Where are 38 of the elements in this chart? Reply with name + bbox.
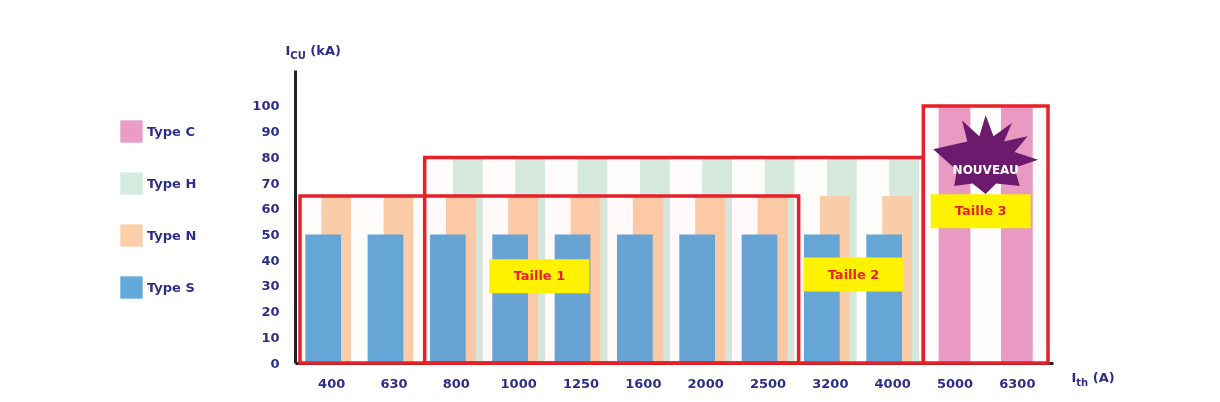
x-tick-label: 1250	[562, 375, 600, 391]
x-axis-title: I$_{th}$ (A)	[1071, 369, 1115, 388]
y-tick-label: 30	[261, 278, 280, 294]
y-tick-label: 70	[261, 175, 280, 191]
legend-label: Type H	[147, 175, 197, 191]
y-tick-label: 20	[261, 304, 280, 320]
y-tick-label: 100	[252, 98, 280, 114]
y-tick-label: 10	[261, 329, 280, 345]
legend-label: Type C	[147, 123, 195, 139]
bar	[679, 234, 716, 363]
y-tick-label: 60	[261, 201, 280, 217]
x-tick-label: 400	[318, 375, 346, 391]
y-tick-label: 90	[261, 124, 280, 140]
x-tick-label: 1600	[625, 375, 662, 391]
y-tick-label: 40	[261, 252, 280, 268]
band-label: Taille 3	[954, 203, 1007, 219]
band-label: Taille 2	[827, 266, 880, 282]
legend-label: Type S	[147, 279, 195, 295]
bar	[616, 234, 653, 363]
y-axis-title: I$_{CU}$ (kA)	[285, 42, 341, 61]
x-tick-label: 5000	[936, 375, 974, 391]
x-tick-label: 1000	[500, 375, 537, 391]
x-tick-label: 800	[442, 375, 470, 391]
x-tick-label: 6300	[999, 375, 1036, 391]
legend-label: Type N	[147, 227, 197, 243]
x-tick-label: 3200	[812, 375, 849, 391]
bar	[305, 234, 342, 363]
y-tick-label: 80	[261, 149, 280, 165]
y-tick-label: 0	[270, 355, 280, 371]
bar	[367, 234, 404, 363]
x-tick-label: 2500	[749, 375, 787, 391]
x-tick-label: 630	[380, 375, 408, 391]
bar	[741, 234, 778, 363]
x-tick-label: 4000	[874, 375, 911, 391]
x-tick-label: 2000	[687, 375, 724, 391]
band-label: Taille 1	[513, 268, 566, 284]
bar	[429, 234, 466, 363]
y-tick-label: 50	[261, 226, 280, 242]
